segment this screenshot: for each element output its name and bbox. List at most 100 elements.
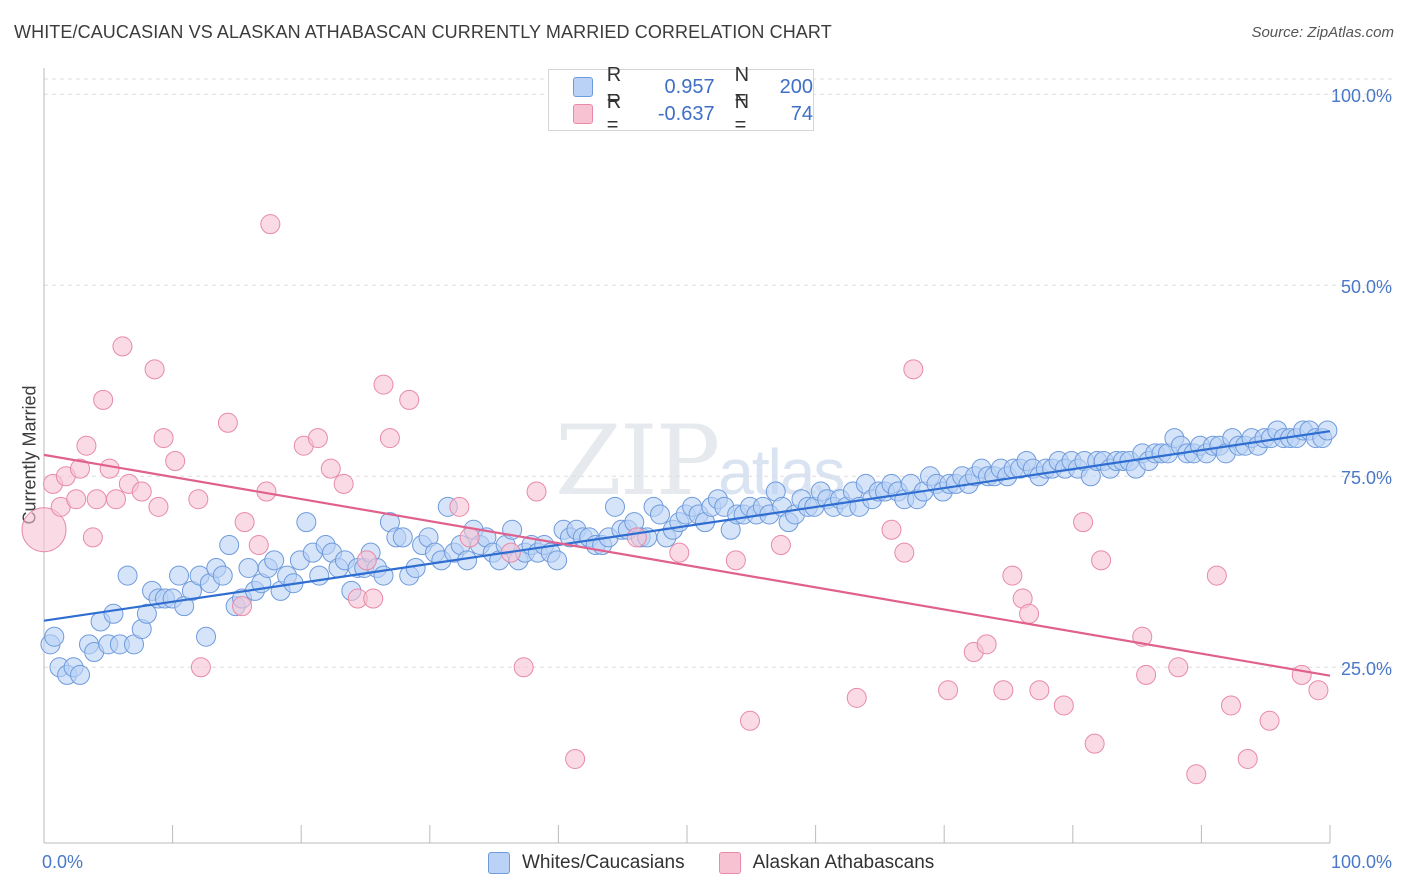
alaskan-point [1092,551,1111,570]
alaskan-point [100,459,119,478]
alaskan-point [321,459,340,478]
alaskan-point [149,497,168,516]
legend-n-value-white: 200 [774,76,813,99]
alaskan-point [67,490,86,509]
alaskan-point [1207,566,1226,585]
alaskan-point [566,749,585,768]
alaskan-point [400,390,419,409]
alaskan-trend-line [44,455,1330,676]
grid-layer [44,79,1392,667]
alaskan-point [218,413,237,432]
series-label-white: Whites/Caucasians [522,852,685,874]
white-point [265,551,284,570]
white-point [1318,421,1337,440]
alaskan-point [77,436,96,455]
correlation-legend: R = 0.957 N = 200 R = -0.637 N = 74 [548,69,814,131]
white-point [548,551,567,570]
legend-swatch-white [573,77,593,97]
alaskan-point [233,597,252,616]
alaskan-point [882,520,901,539]
alaskan-point [1085,734,1104,753]
white-point [239,558,258,577]
alaskan-points [22,215,1328,784]
alaskan-point [308,429,327,448]
series-legend-alaskan[interactable]: Alaskan Athabascans [719,852,935,874]
alaskan-point [1221,696,1240,715]
white-point [213,566,232,585]
alaskan-point [895,543,914,562]
alaskan-point [741,711,760,730]
alaskan-point [527,482,546,501]
white-point [605,497,624,516]
alaskan-point [627,528,646,547]
alaskan-point [357,551,376,570]
y-tick-100: 100.0% [1331,86,1392,107]
alaskan-point [364,589,383,608]
white-point [45,627,64,646]
alaskan-point [1020,604,1039,623]
alaskan-point [166,452,185,471]
y-tick-50: 75.0% [1341,468,1392,489]
alaskan-point [904,360,923,379]
alaskan-point [977,635,996,654]
alaskan-point [94,390,113,409]
x-tick-0: 0.0% [42,852,83,873]
legend-n-label-2: N = [735,91,766,137]
alaskan-point [107,490,126,509]
series-swatch-alaskan [719,852,741,874]
legend-r-label-2: R = [607,91,638,137]
alaskan-point [847,688,866,707]
y-tick-75: 50.0% [1341,277,1392,298]
white-point [650,505,669,524]
alaskan-point [1292,665,1311,684]
alaskan-point [1137,665,1156,684]
legend-r-value-white: 0.957 [646,76,715,99]
alaskan-point [374,375,393,394]
alaskan-point [1169,658,1188,677]
alaskan-point [1187,765,1206,784]
white-point [393,528,412,547]
alaskan-point [380,429,399,448]
legend-r-value-alaskan: -0.637 [646,103,715,126]
alaskan-point [87,490,106,509]
legend-swatch-alaskan [573,104,593,124]
scatter-chart [0,0,1406,892]
alaskan-point [1309,681,1328,700]
alaskan-point [450,497,469,516]
alaskan-point [726,551,745,570]
white-point [71,665,90,684]
alaskan-point [1074,513,1093,532]
y-tick-25: 25.0% [1341,659,1392,680]
alaskan-point [249,536,268,555]
series-legend: Whites/Caucasians Alaskan Athabascans [488,852,968,874]
white-point [104,604,123,623]
alaskan-point [514,658,533,677]
alaskan-point [670,543,689,562]
alaskan-point [261,215,280,234]
alaskan-point [235,513,254,532]
alaskan-point [132,482,151,501]
alaskan-point [145,360,164,379]
alaskan-point [113,337,132,356]
alaskan-point [189,490,208,509]
series-legend-white[interactable]: Whites/Caucasians [488,852,685,874]
white-point [170,566,189,585]
alaskan-point [334,474,353,493]
series-swatch-white [488,852,510,874]
legend-n-value-alaskan: 74 [774,103,813,126]
white-point [197,627,216,646]
alaskan-point [1054,696,1073,715]
alaskan-point [1030,681,1049,700]
legend-row-alaskan: R = -0.637 N = 74 [573,102,813,126]
alaskan-point [1260,711,1279,730]
alaskan-point [1238,749,1257,768]
white-point [220,536,239,555]
white-point [310,566,329,585]
alaskan-point [460,528,479,547]
alaskan-point [191,658,210,677]
series-label-alaskan: Alaskan Athabascans [753,852,935,874]
x-tick-100: 100.0% [1331,852,1392,873]
alaskan-point [939,681,958,700]
alaskan-point [154,429,173,448]
alaskan-point [83,528,102,547]
